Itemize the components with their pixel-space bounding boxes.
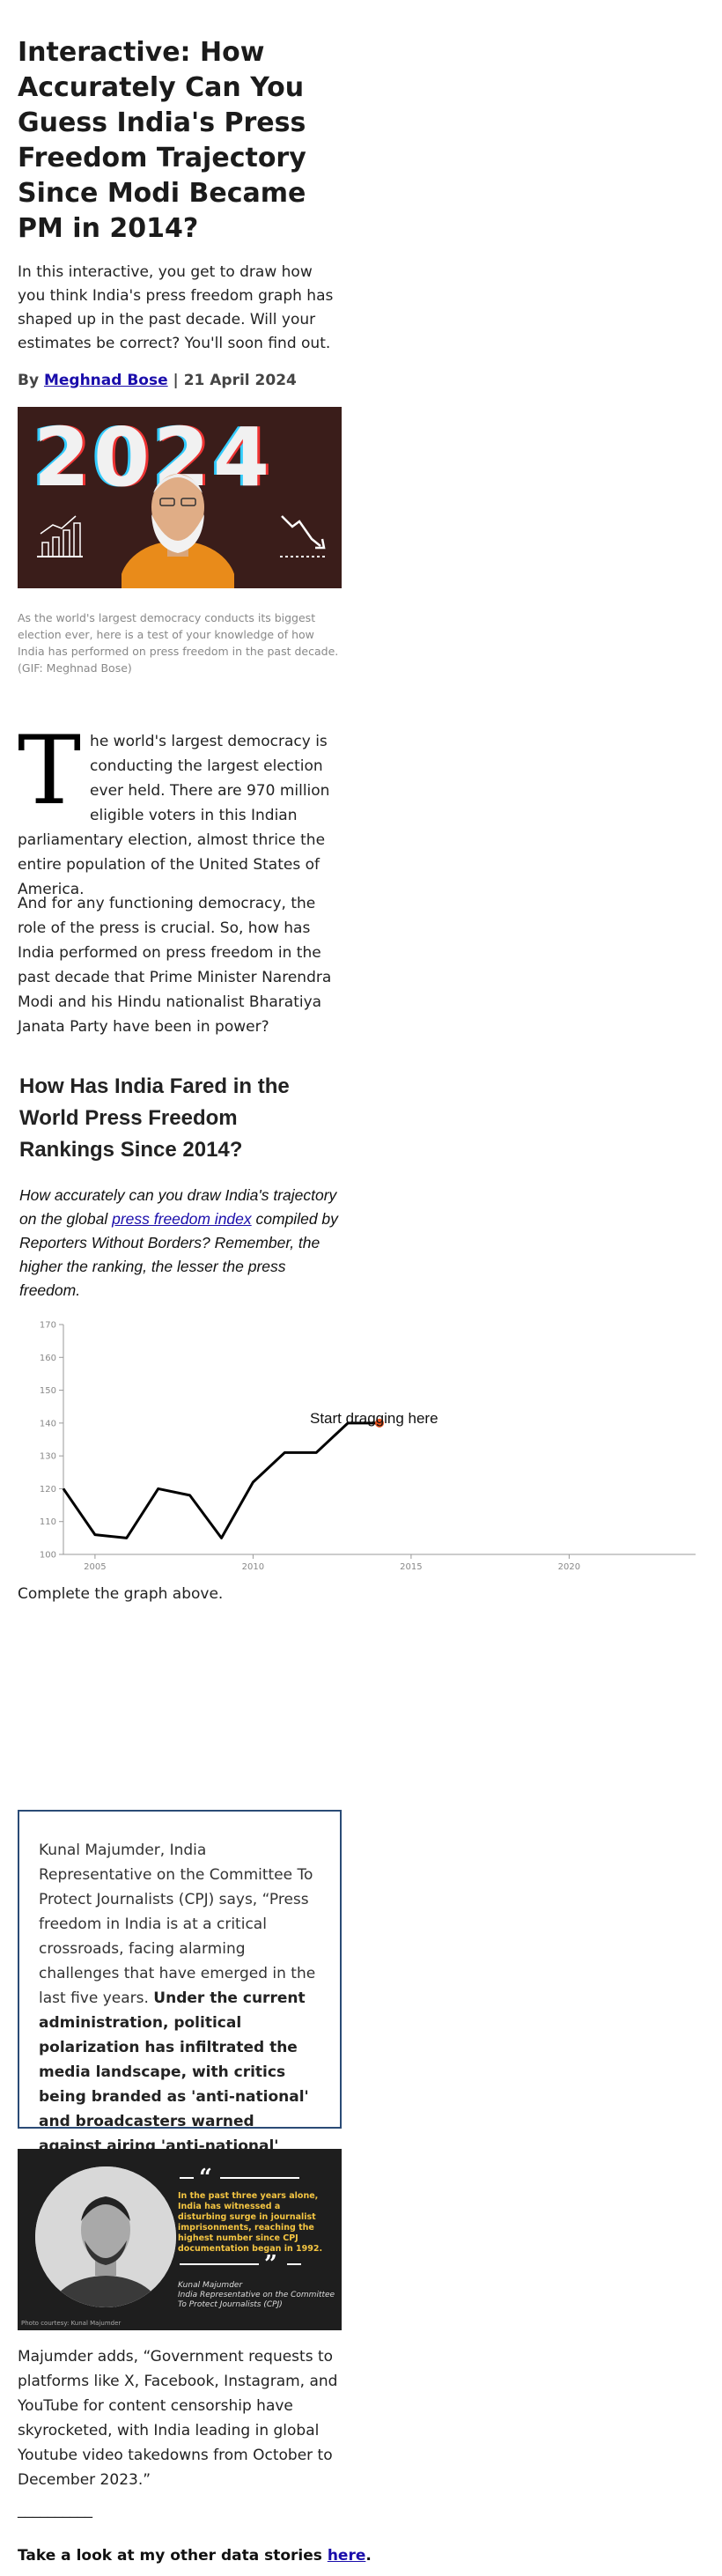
footer-text: Take a look at my other data stories xyxy=(18,2547,328,2565)
data-point xyxy=(284,1451,285,1453)
data-point xyxy=(221,1537,222,1539)
x-tick-label: 2005 xyxy=(84,1562,106,1569)
body-paragraph-1-text: he world's largest democracy is conducti… xyxy=(18,733,330,898)
instruction-text-after: compiled by Reporters Without Borders? R… xyxy=(19,1210,338,1299)
footer-cta: Take a look at my other data stories her… xyxy=(18,2547,372,2565)
image-caption: As the world's largest democracy conduct… xyxy=(18,611,339,675)
article-intro: In this interactive, you get to draw how… xyxy=(18,263,334,352)
quote-rule-bottom xyxy=(180,2263,259,2265)
quote-card-image: “ In the past three years alone, India h… xyxy=(18,2149,342,2330)
y-tick-label: 110 xyxy=(40,1517,56,1527)
byline-separator: | xyxy=(167,372,184,389)
y-tick-label: 100 xyxy=(40,1551,56,1561)
instruction-text-before: How accurately can you draw India's traj… xyxy=(19,1186,337,1228)
y-tick-label: 140 xyxy=(40,1419,56,1428)
portrait-illustration xyxy=(122,474,234,588)
press-freedom-index-link[interactable]: press freedom index xyxy=(112,1210,252,1228)
article-title: Interactive: How Accurately Can You Gues… xyxy=(18,37,306,244)
quote-rule-top xyxy=(220,2177,299,2179)
body-paragraph-2: And for any functioning democracy, the r… xyxy=(18,895,332,1036)
byline-prefix: By xyxy=(18,372,44,389)
portrait-role: India Representative on the Committee To… xyxy=(178,2291,335,2309)
y-tick-label: 150 xyxy=(40,1386,56,1396)
data-point xyxy=(94,1534,96,1536)
footer-period: . xyxy=(365,2547,372,2565)
x-tick-label: 2020 xyxy=(558,1562,580,1569)
quote-rule-top-left xyxy=(180,2177,194,2179)
body-paragraph-3: Majumder adds, “Government requests to p… xyxy=(18,2348,338,2489)
photo-credit: Photo courtesy: Kunal Majumder xyxy=(21,2320,122,2327)
chart-ticks: 100 110 120 130 140 150 160 170 2005 2010 2015 2020 xyxy=(40,1321,580,1570)
quote-rule-bottom-right xyxy=(287,2263,301,2265)
divider-line: __________ xyxy=(18,2501,92,2519)
data-point xyxy=(315,1451,317,1453)
avatar xyxy=(35,2166,176,2307)
y-tick-label: 170 xyxy=(40,1321,56,1331)
bar-growth-icon xyxy=(37,515,83,557)
hero-image: 2024 xyxy=(18,407,342,588)
person-silhouette-icon xyxy=(35,2166,176,2307)
y-tick-label: 130 xyxy=(40,1452,56,1462)
data-point xyxy=(252,1481,254,1483)
x-tick-label: 2010 xyxy=(242,1562,264,1569)
data-point xyxy=(126,1537,128,1539)
cpj-quote-box: Kunal Majumder, India Representative on … xyxy=(18,1810,342,2180)
y-tick-label: 160 xyxy=(40,1354,56,1363)
data-point xyxy=(63,1487,64,1489)
series-line xyxy=(62,1421,379,1539)
chart-axes xyxy=(63,1325,696,1555)
section-heading: How Has India Fared in the World Press F… xyxy=(19,1074,290,1162)
trend-down-icon xyxy=(280,515,328,557)
drag-handle xyxy=(375,1418,384,1428)
open-quote-icon: “ xyxy=(199,2165,212,2191)
drop-cap: T xyxy=(18,716,82,826)
instruction-paragraph: How accurately can you draw India's traj… xyxy=(19,1184,341,1303)
drag-annotation: Start dragging here xyxy=(310,1410,438,1427)
byline: By Meghnad Bose | 21 April 2024 xyxy=(18,372,297,389)
close-quote-icon: ” xyxy=(264,2251,277,2277)
complete-graph-text: Complete the graph above. xyxy=(18,1585,224,1603)
quote-plain-text: Kunal Majumder, India Representative on … xyxy=(39,1842,316,2007)
x-tick-label: 2015 xyxy=(400,1562,422,1569)
y-tick-label: 120 xyxy=(40,1485,56,1495)
portrait-quote-text: In the past three years alone, India has… xyxy=(178,2191,323,2254)
other-stories-link[interactable]: here xyxy=(327,2547,366,2565)
chart-series xyxy=(62,1418,384,1539)
author-link[interactable]: Meghnad Bose xyxy=(43,372,168,389)
hero-year-text: 2024 xyxy=(33,410,274,505)
portrait-name: Kunal Majumder xyxy=(178,2281,243,2290)
data-point xyxy=(347,1422,349,1424)
publish-date: 21 April 2024 xyxy=(183,372,297,389)
portrait-attribution: Kunal Majumder India Representative on t… xyxy=(178,2281,336,2310)
press-freedom-draw-chart[interactable]: 100 110 120 130 140 150 160 170 2005 2010 2015 2020… xyxy=(18,1314,704,1569)
